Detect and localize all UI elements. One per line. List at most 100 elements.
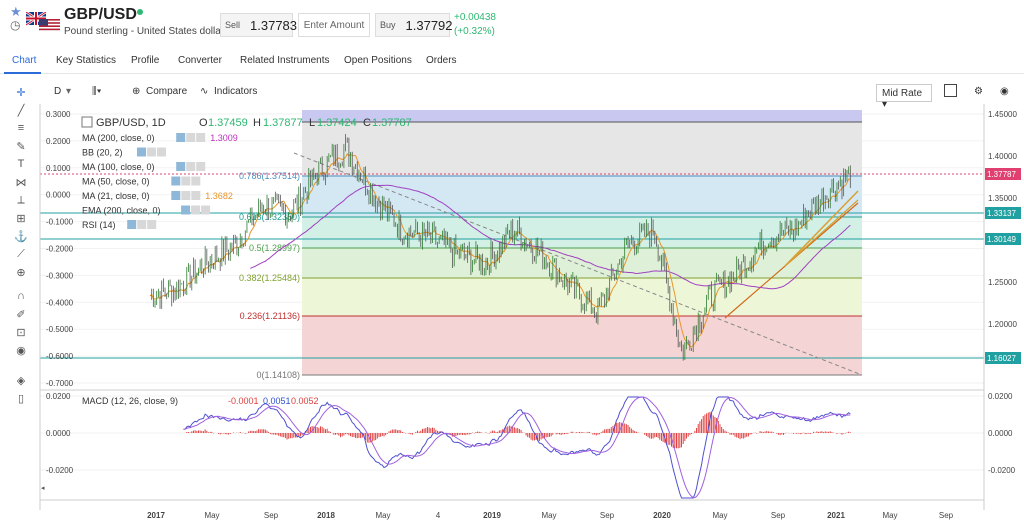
time-axis-label: 2021	[827, 511, 845, 520]
collapse-arrow-icon[interactable]: ◂	[41, 485, 45, 492]
fib-zone	[302, 316, 862, 375]
buy-button[interactable]: Buy 1.37792	[375, 13, 453, 37]
collapse-legend-icon[interactable]	[81, 116, 93, 128]
sell-button[interactable]: Sell 1.37783	[220, 13, 297, 37]
tab-bar: Chart Key Statistics Profile Converter R…	[0, 52, 1024, 74]
fib-zone	[302, 217, 862, 248]
magnet-icon[interactable]: ∩	[17, 290, 25, 302]
right-axis-tick: 1.45000	[988, 110, 1017, 119]
indicators-icon[interactable]: ∿	[200, 86, 209, 97]
time-axis-label: May	[541, 511, 556, 520]
remove-indicator-icon	[157, 147, 166, 157]
tab-profile[interactable]: Profile	[131, 55, 160, 66]
screenshot-icon[interactable]: ◉	[1000, 86, 1009, 97]
left-axis-tick: -0.3000	[46, 271, 74, 280]
price-type-select[interactable]: Mid Rate ▾	[876, 84, 932, 110]
crosshair-icon[interactable]: ✛	[16, 87, 26, 99]
zoom-icon[interactable]: ⊕	[16, 267, 26, 279]
time-axis-label: 2019	[483, 511, 501, 520]
channel-line[interactable]	[784, 190, 859, 267]
layers-icon[interactable]: ◈	[16, 375, 26, 387]
anchor-icon[interactable]: ⚓	[14, 231, 28, 243]
trash-icon[interactable]: ▯	[17, 393, 25, 405]
compare-button[interactable]: Compare	[146, 86, 188, 97]
price-badge	[985, 207, 1021, 219]
fib-label: 0.382(1.25484)	[239, 273, 300, 283]
left-axis-tick: -0.1000	[46, 218, 74, 227]
channel-line[interactable]	[784, 199, 859, 267]
legend-high: 1.37877	[263, 117, 303, 129]
legend-c-label: C	[363, 117, 371, 129]
fib-zone	[302, 110, 862, 122]
tab-orders[interactable]: Orders	[426, 55, 457, 66]
legend-low: 1.37424	[317, 117, 357, 129]
indicator-settings-icon	[171, 176, 181, 186]
eye-icon[interactable]: ◉	[16, 345, 26, 357]
ruler-icon[interactable]: ⟋	[17, 248, 25, 260]
tab-key-statistics[interactable]: Key Statistics	[56, 55, 117, 66]
macd-left-tick: -0.0200	[46, 466, 74, 475]
indicator-settings-icon	[186, 162, 196, 171]
fullscreen-icon[interactable]	[944, 84, 957, 97]
left-axis: 0.3000 0.2000 0.1000 0.0000 -0.1000 -0.2000 -0…	[46, 110, 74, 388]
alert-icon[interactable]: ◷	[10, 18, 21, 32]
lock-icon[interactable]: ⊡	[16, 327, 26, 339]
time-axis-label: Sep	[600, 511, 615, 520]
indicator-name: RSI (14)	[82, 220, 116, 230]
projection-icon[interactable]: ⟂	[17, 194, 25, 206]
parallel-lines-icon[interactable]: ≡	[17, 122, 25, 134]
tab-open-positions[interactable]: Open Positions	[344, 55, 412, 66]
indicator-settings-icon	[186, 133, 196, 142]
right-axis-tick: 1.40000	[988, 152, 1017, 161]
tab-related-instruments[interactable]: Related Instruments	[240, 55, 330, 66]
text-icon[interactable]: T	[17, 158, 25, 170]
left-axis-tick: -0.4000	[46, 298, 74, 307]
fib-icon[interactable]: ⊞	[16, 213, 26, 225]
tab-converter[interactable]: Converter	[178, 55, 222, 66]
downtrend-line[interactable]	[293, 152, 863, 376]
price-badge-label: 1.33137	[987, 209, 1016, 218]
trendline-icon[interactable]: ╱	[17, 105, 25, 117]
macd-right-tick: -0.0200	[988, 466, 1016, 475]
price-badge	[985, 352, 1021, 364]
time-axis-label: May	[204, 511, 219, 520]
compare-icon[interactable]: ⊕	[132, 86, 141, 97]
time-axis-label: Sep	[264, 511, 279, 520]
time-axis-label: 2017	[147, 511, 165, 520]
symbol-description: Pound sterling - United States dollar	[64, 26, 225, 37]
left-axis-tick: -0.6000	[46, 352, 74, 361]
brush-icon[interactable]: ✎	[16, 141, 26, 153]
amount-input[interactable]: Enter Amount	[298, 13, 370, 37]
left-axis-tick: -0.7000	[46, 379, 74, 388]
currency-flags-icon	[26, 12, 60, 32]
macd-name: MACD (12, 26, close, 9)	[82, 396, 178, 406]
ma200-series	[250, 184, 851, 290]
time-axis-label: May	[882, 511, 897, 520]
time-axis: 2017 May Sep 2018 May 4 2019 May Sep 2020 May Sep 20…	[147, 511, 954, 520]
active-tab-underline	[4, 72, 41, 74]
fib-lines: 0.786(1.37514) 0.618(1.32350) 0.5(1.28997)…	[239, 121, 862, 380]
price-type-label: Mid Rate	[882, 88, 923, 99]
interval-select[interactable]: D	[54, 86, 62, 97]
star-icon[interactable]: ★	[10, 4, 22, 19]
indicators-button[interactable]: Indicators	[214, 86, 258, 97]
legend-close: 1.37787	[372, 117, 412, 129]
pattern-icon[interactable]: ⋈	[15, 177, 27, 189]
interval-chevron-icon[interactable]: ▾	[66, 86, 72, 97]
left-axis-tick: 0.2000	[46, 137, 71, 146]
fib-zone	[302, 248, 862, 278]
macd-left-tick: 0.0000	[46, 429, 71, 438]
chart-toolbar: D ▾ ⫼▾ ⊕ Compare ∿ Indicators Mid Rate ▾…	[44, 82, 1024, 110]
left-axis-tick: 0.1000	[46, 164, 71, 173]
fib-zone	[302, 122, 862, 176]
candle-type-icon[interactable]: ⫼▾	[92, 86, 102, 97]
right-axis-tick: 1.20000	[988, 320, 1017, 329]
settings-gear-icon[interactable]: ⚙	[974, 86, 983, 97]
lock-drawing-icon[interactable]: ✐	[16, 309, 26, 321]
indicator-settings-icon	[176, 133, 186, 142]
left-axis-tick: -0.5000	[46, 325, 74, 334]
chart-legend: GBP/USD, 1D O 1.37459 H 1.37877 L 1.3742…	[81, 116, 412, 129]
tab-chart[interactable]: Chart	[12, 55, 37, 66]
price-badge	[985, 233, 1021, 245]
